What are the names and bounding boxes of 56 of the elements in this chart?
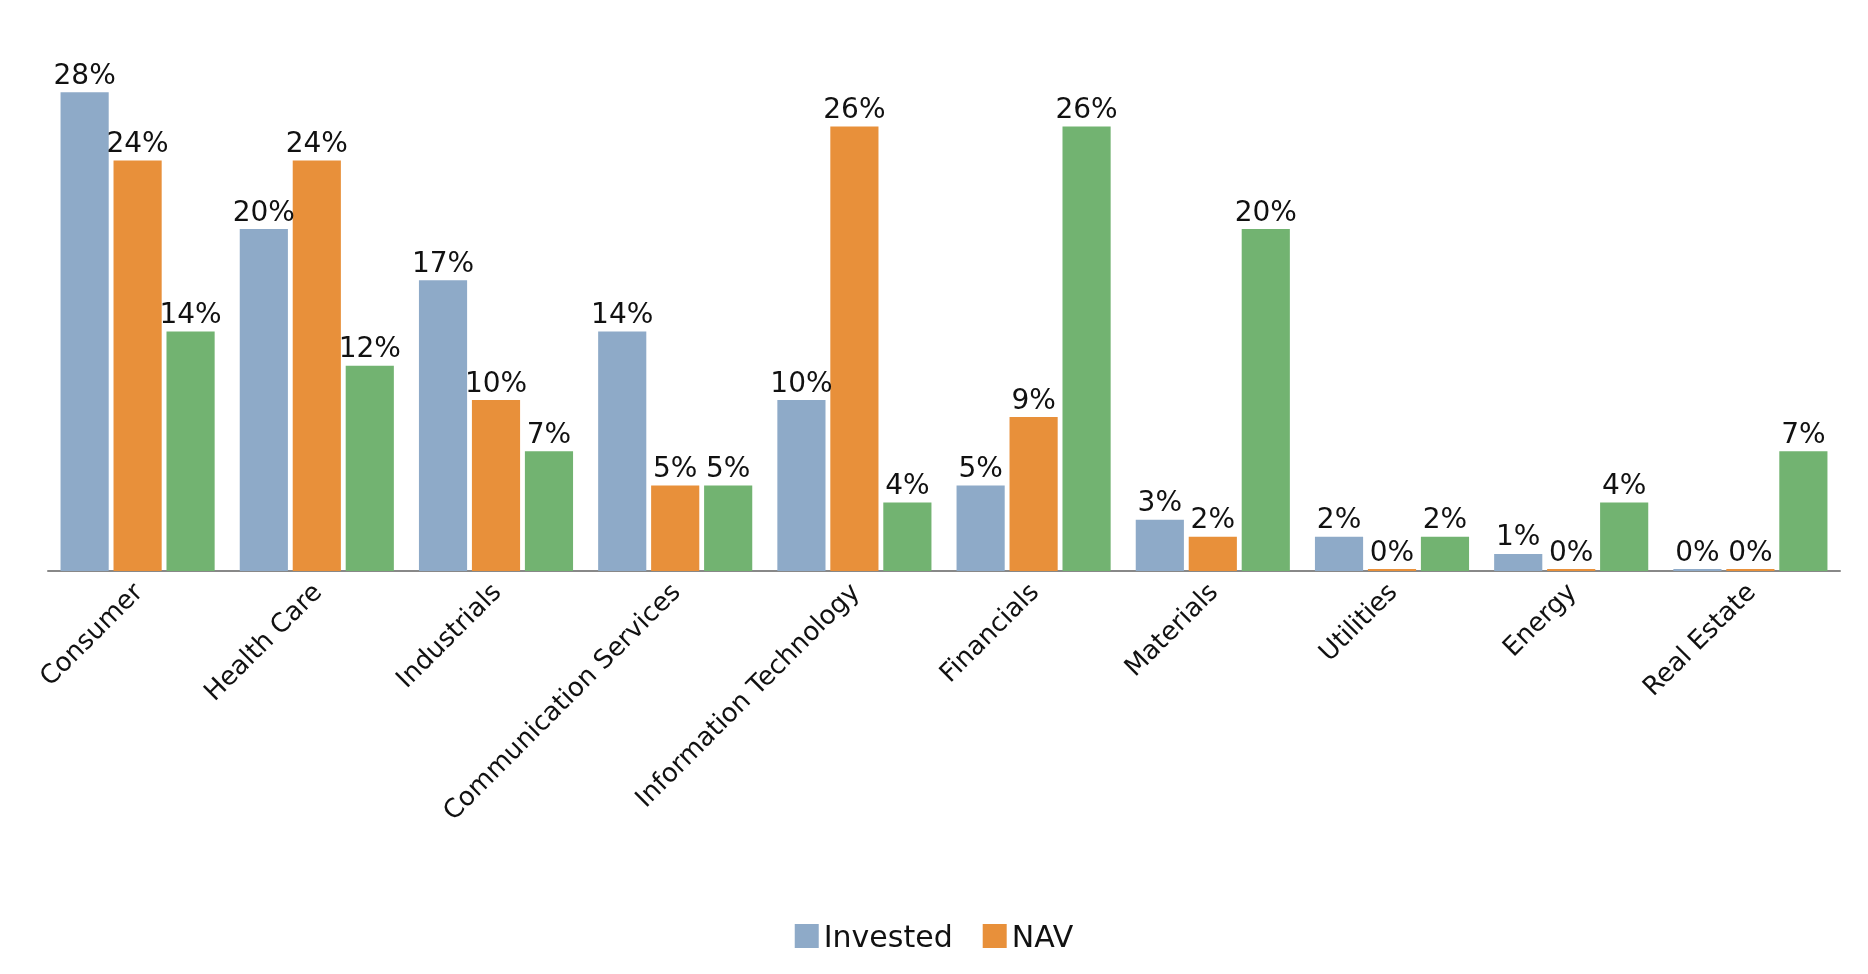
bar xyxy=(956,485,1005,571)
bar xyxy=(345,365,394,571)
data-label: 24% xyxy=(285,126,348,160)
bar xyxy=(471,400,521,571)
legend-label: NAV xyxy=(1011,918,1074,954)
data-label: 12% xyxy=(338,331,401,365)
data-label: 0% xyxy=(1728,534,1773,568)
bar xyxy=(651,485,700,571)
data-label: 10% xyxy=(464,365,528,399)
data-label: 2% xyxy=(1422,502,1468,536)
bar xyxy=(598,331,647,571)
bar xyxy=(777,400,826,571)
data-label: 24% xyxy=(106,126,169,160)
bar xyxy=(60,92,109,571)
bar xyxy=(292,160,341,571)
data-label: 4% xyxy=(1601,468,1647,502)
data-label: 5% xyxy=(652,451,698,484)
bar xyxy=(1188,536,1237,571)
data-label: 14% xyxy=(591,297,654,331)
data-label: 0% xyxy=(1675,534,1720,568)
data-label: 20% xyxy=(1234,194,1297,228)
data-label: 26% xyxy=(1055,91,1118,125)
data-label: 0% xyxy=(1548,534,1594,568)
bar xyxy=(524,451,574,571)
bar xyxy=(883,502,932,571)
data-label: 28% xyxy=(53,57,116,91)
bar xyxy=(166,331,215,571)
data-label: 3% xyxy=(1137,485,1183,519)
legend-label: Invested xyxy=(823,918,953,954)
data-label: 5% xyxy=(705,451,751,484)
bar xyxy=(1420,536,1470,571)
data-label: 9% xyxy=(1011,382,1056,416)
bar xyxy=(1600,502,1649,571)
bar xyxy=(1314,536,1364,571)
bar xyxy=(113,160,162,571)
data-label: 4% xyxy=(885,468,930,502)
bar xyxy=(1135,519,1184,571)
data-label: 26% xyxy=(823,91,886,125)
data-label: 1% xyxy=(1496,519,1541,553)
bar xyxy=(704,485,753,571)
data-label: 7% xyxy=(1781,416,1826,450)
data-label: 5% xyxy=(958,451,1003,484)
bar xyxy=(418,280,468,571)
bar xyxy=(1062,126,1111,571)
data-label: 0% xyxy=(1369,534,1415,568)
data-label: 2% xyxy=(1316,502,1362,536)
bar xyxy=(1009,417,1058,571)
bar xyxy=(1779,451,1828,571)
bar xyxy=(1494,553,1543,571)
bar xyxy=(239,229,288,571)
data-label: 7% xyxy=(526,416,572,450)
data-label: 2% xyxy=(1190,502,1236,536)
data-label: 14% xyxy=(159,297,222,331)
data-label: 17% xyxy=(411,245,475,279)
bar xyxy=(830,126,879,571)
bar xyxy=(1241,229,1290,571)
